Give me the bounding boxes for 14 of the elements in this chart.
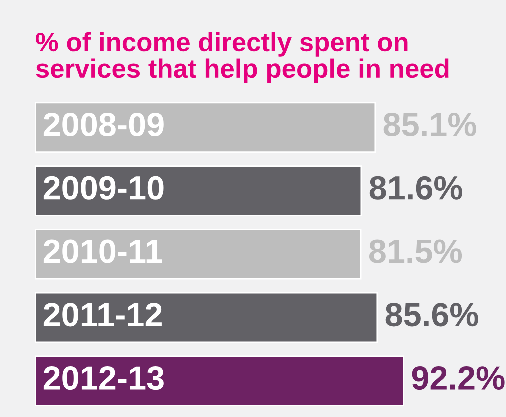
y-tick-label: 2010-11 — [44, 240, 162, 264]
data-label: 85.6% — [386, 303, 478, 327]
y-tick-label: 2011-12 — [44, 303, 162, 327]
y-tick-label: 2008-09 — [44, 112, 164, 137]
bar — [35, 166, 362, 216]
bar — [35, 228, 362, 280]
data-label: 92.2% — [412, 366, 505, 390]
bar — [35, 102, 376, 154]
bar — [35, 356, 404, 407]
y-tick-label: 2012-13 — [44, 366, 164, 390]
data-label: 81.6% — [370, 176, 462, 200]
y-tick-label: 2009-10 — [44, 176, 164, 200]
chart-title: % of income directly spent on services that help people in need — [36, 32, 449, 84]
bar — [35, 292, 378, 344]
